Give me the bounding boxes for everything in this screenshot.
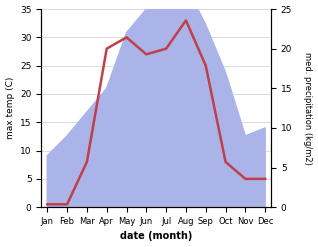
Y-axis label: max temp (C): max temp (C): [5, 77, 15, 139]
X-axis label: date (month): date (month): [120, 231, 192, 242]
Y-axis label: med. precipitation (kg/m2): med. precipitation (kg/m2): [303, 52, 313, 165]
